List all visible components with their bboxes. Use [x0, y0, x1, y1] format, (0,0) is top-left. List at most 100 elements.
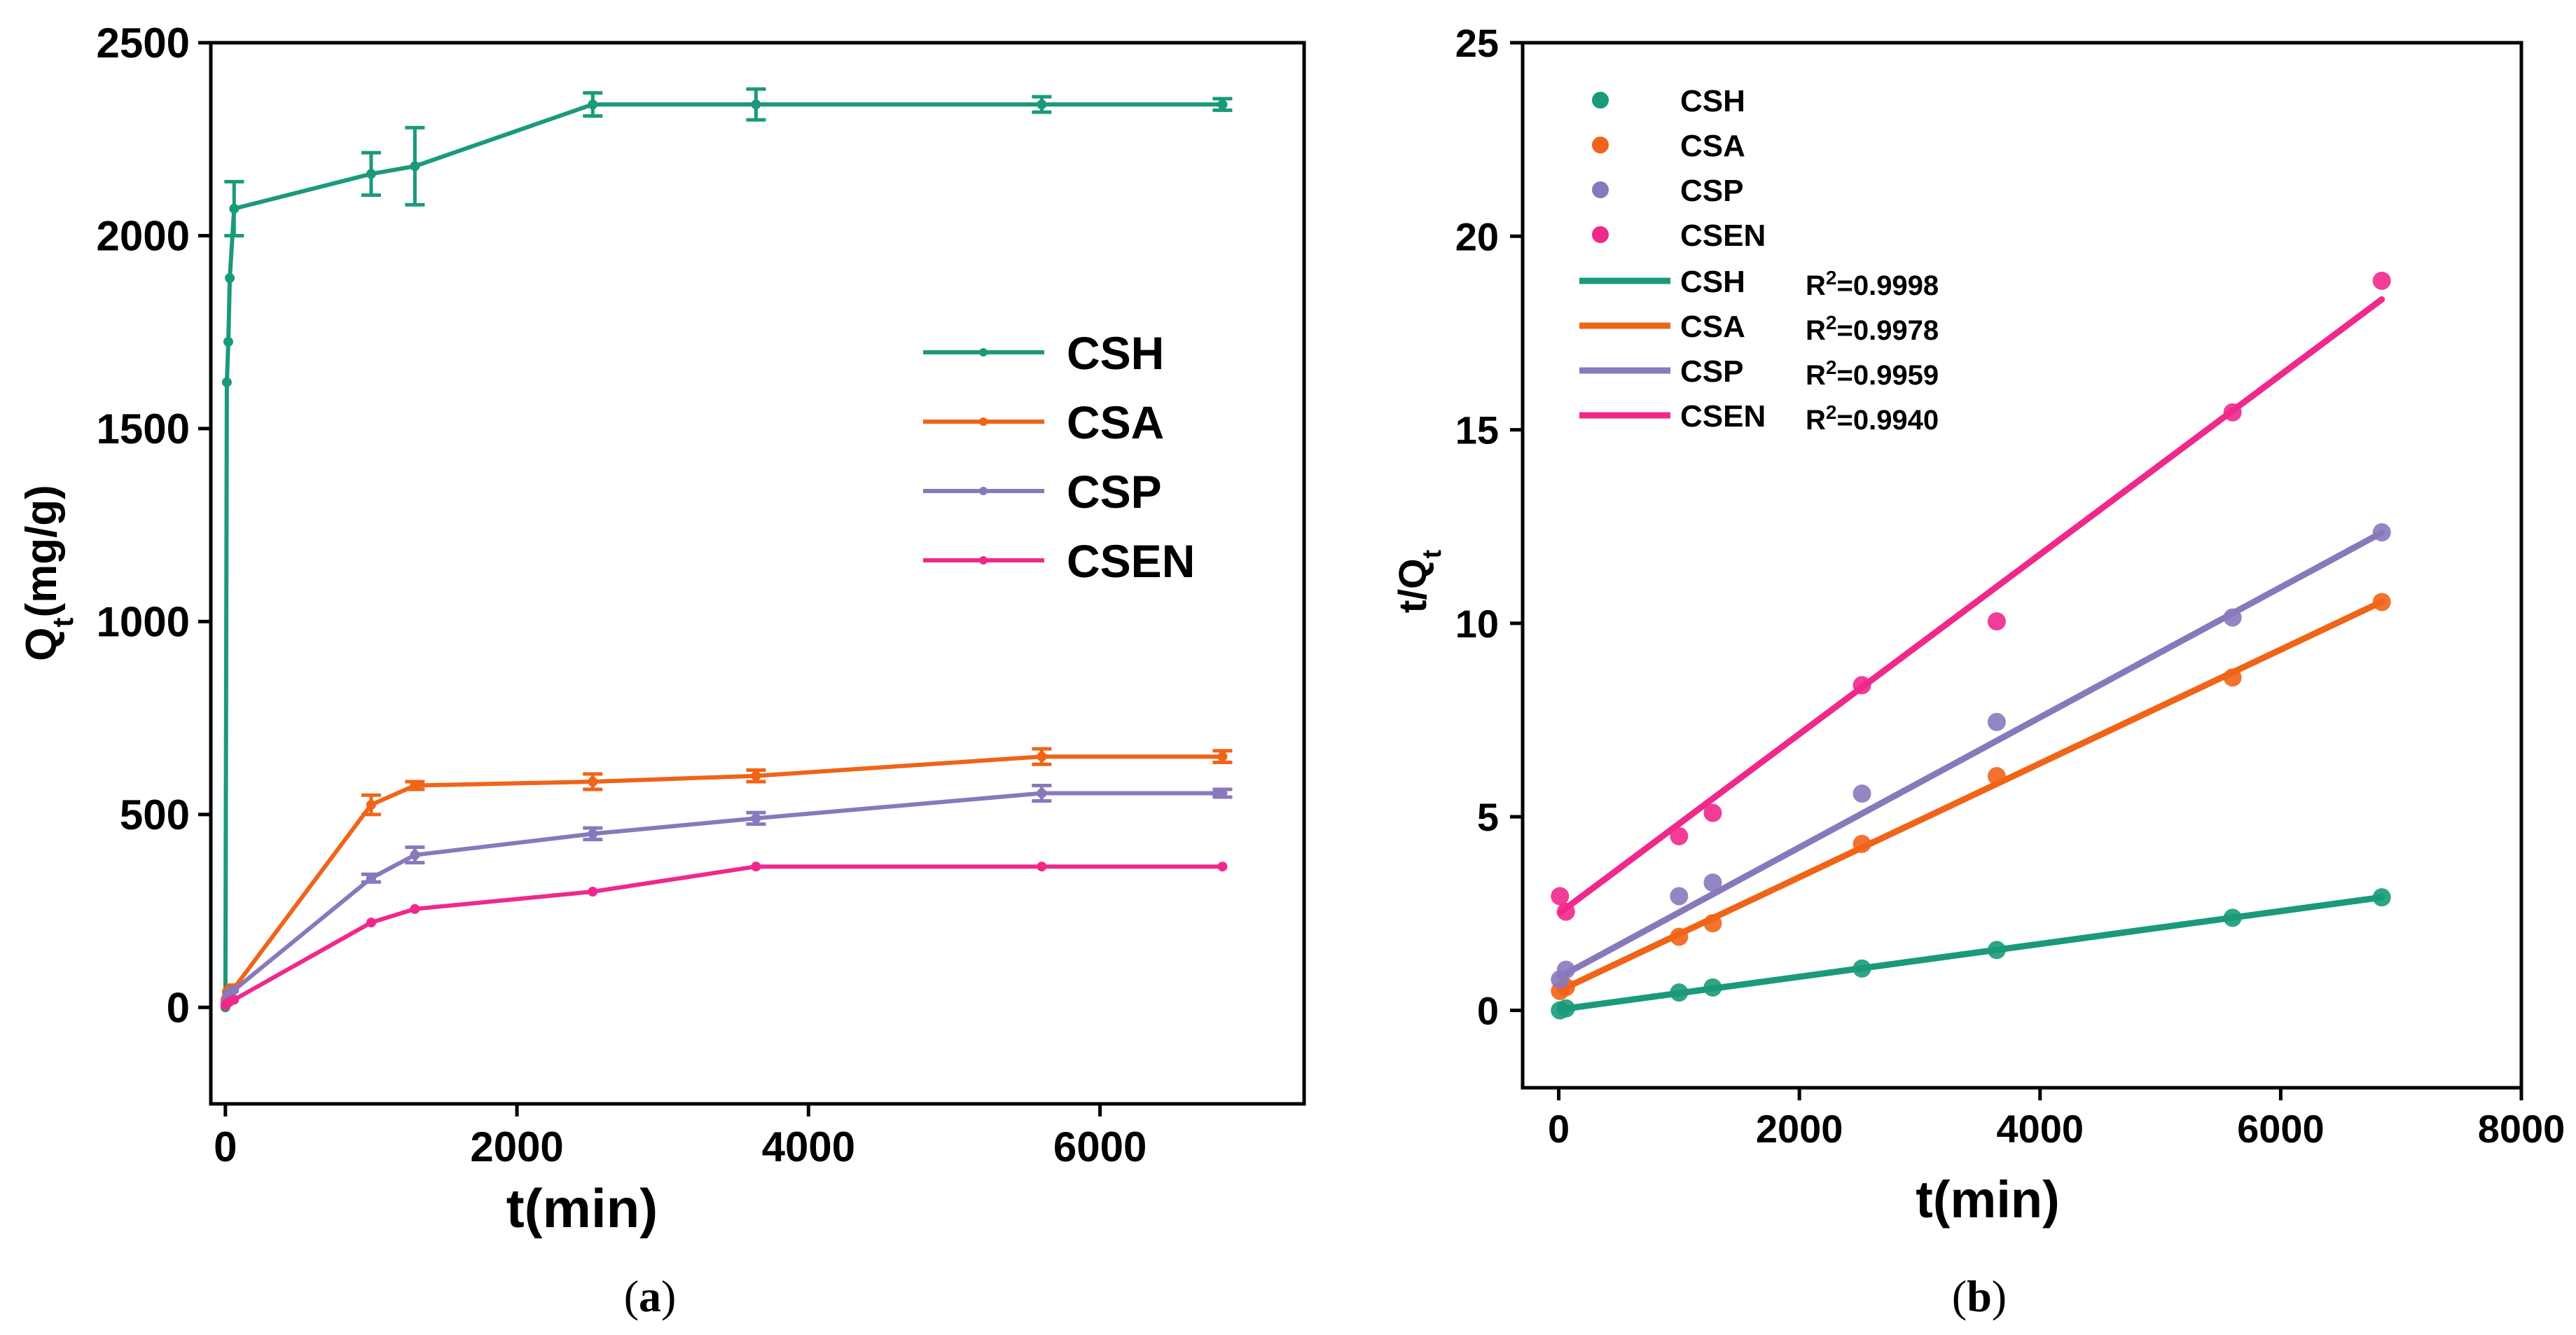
panel-b-data-point	[1987, 712, 2006, 731]
panel-b-data-point	[1703, 914, 1722, 933]
panel-b-data-point	[2223, 608, 2242, 627]
panel-a-data-point	[225, 273, 235, 284]
panel-b-y-axis-label: t/Qt	[1390, 549, 1447, 613]
panel-b-y-axis-label-sub: t	[1418, 549, 1447, 558]
panel-b-legend-marker	[1592, 92, 1609, 109]
panel-a-marks	[220, 87, 1233, 1013]
panel-a-caption: (a)	[624, 1271, 677, 1321]
panel-b-data-point	[1703, 803, 1722, 822]
panel-a-data-point	[229, 985, 240, 995]
panel-b-marks	[1551, 271, 2391, 1020]
panel-b-r2-value: =0.9998	[1836, 270, 1939, 301]
panel-b-y-tick-label: 15	[1455, 408, 1499, 452]
panel-b-data-point	[1853, 834, 1871, 853]
panel-b-legend-label: CSP	[1680, 174, 1743, 208]
panel-a-legend-marker	[979, 556, 988, 565]
panel-a-data-point	[1217, 99, 1228, 110]
panel-a-x-tick-label: 6000	[1053, 1123, 1147, 1170]
panel-b-r2-symbol: R	[1806, 315, 1826, 346]
panel-a-y-axis-label-suffix: (mg/g)	[18, 485, 66, 617]
panel-a-data-point	[1217, 788, 1228, 798]
panel-b-y-axis-label-main: t/Q	[1390, 558, 1434, 613]
panel-b-y-tick-label: 5	[1477, 795, 1499, 839]
panel-a-caption-letter: a	[639, 1271, 661, 1321]
panel-a-data-point	[1037, 99, 1047, 110]
panel-a-data-point	[588, 99, 598, 110]
panel-a-legend-item-csh: CSH	[923, 327, 1164, 379]
panel-b-data-point	[2372, 593, 2391, 611]
panel-b-r2-value: =0.9940	[1836, 405, 1939, 436]
panel-b-data-point	[1556, 902, 1575, 921]
panel-b-legend-label: CSH	[1680, 84, 1745, 118]
panel-b-fit-line	[1556, 296, 2385, 916]
panel-b-r2-value: =0.9978	[1836, 315, 1939, 346]
panel-b-y-tick-label: 20	[1455, 214, 1499, 258]
panel-b-legend-line-csh: CSH R2=0.9998	[1579, 265, 1939, 301]
panel-b-r2-symbol: R	[1806, 270, 1826, 301]
panel-b-legend-label: CSH	[1680, 265, 1745, 299]
panel-b-data-point	[2223, 668, 2242, 687]
panel-b-x-tick-label: 6000	[2237, 1107, 2325, 1151]
panel-a-y-axis-label-main: Q	[18, 628, 66, 661]
panel-a-data-point	[751, 770, 761, 781]
panel-a-data-point	[1037, 752, 1047, 762]
panel-b-r2-label: R2=0.9940	[1806, 401, 1939, 436]
panel-a-plot-frame	[209, 41, 1306, 1106]
panel-b-data-point	[1703, 873, 1722, 892]
panel-a-y-tick-label: 0	[167, 984, 190, 1031]
panel-b-legend-point-csp: CSP	[1592, 174, 1743, 208]
panel-b-r2-label: R2=0.9978	[1806, 312, 1939, 347]
panel-b-data-point	[1987, 612, 2006, 631]
panel-b-legend-label: CSP	[1680, 354, 1743, 389]
panel-b-data-point	[1670, 887, 1689, 906]
panel-b-data-point	[1703, 978, 1722, 997]
panel-b-data-point	[1670, 826, 1689, 845]
panel-a-legend: CSH CSA CSP CSEN	[923, 327, 1195, 587]
panel-b-data-point	[1556, 960, 1575, 979]
panel-a-y-axis-label-sub: t	[46, 618, 79, 628]
panel-a-legend-label: CSA	[1067, 396, 1164, 448]
panel-a-data-point	[366, 873, 376, 883]
panel-a-series-csh	[220, 87, 1233, 1013]
panel-a-legend-marker	[979, 348, 988, 357]
panel-b-plot-frame	[1521, 41, 2523, 1090]
panel-b-y-tick-label: 25	[1455, 21, 1499, 65]
panel-a-data-point	[1217, 752, 1228, 762]
panel-a-data-point	[588, 829, 598, 839]
panel-b-data-point	[1987, 941, 2006, 960]
panel-a-data-point	[588, 887, 598, 897]
panel-b-data-point	[2372, 888, 2391, 907]
panel-b-x-tick-label: 8000	[2478, 1107, 2565, 1151]
panel-b-data-point	[2223, 403, 2242, 422]
panel-b-chart: 0 2000 4000 6000 8000 0 5 10 15 20 25 CSH CSA CSP CSE…	[1390, 21, 2565, 1321]
panel-a-data-point	[751, 813, 761, 824]
panel-b-data-point	[2223, 908, 2242, 927]
panel-a-data-point	[221, 377, 232, 387]
panel-a-y-tick-label: 1000	[97, 598, 190, 645]
panel-b-legend-label: CSEN	[1680, 399, 1766, 434]
panel-b-series-csp	[1551, 523, 2391, 989]
panel-b-caption: (b)	[1952, 1271, 2007, 1321]
panel-a-y-axis-label: Qt(mg/g)	[18, 485, 79, 661]
panel-b-legend-label: CSA	[1680, 129, 1745, 163]
panel-a-data-point	[410, 850, 420, 860]
panel-a-data-point	[1037, 788, 1047, 798]
panel-b-data-point	[1853, 784, 1871, 803]
panel-a-chart: 0 2000 4000 6000 0 500 1000 1500 2000 2500 CSH CSA…	[18, 20, 1306, 1321]
panel-b-x-tick-label: 2000	[1756, 1107, 1843, 1151]
panel-b-r2-symbol: R	[1806, 405, 1826, 436]
panel-a-legend-item-csp: CSP	[923, 466, 1162, 518]
panel-b-r2-superscript: 2	[1826, 357, 1837, 378]
panel-a-legend-item-csen: CSEN	[923, 535, 1195, 587]
panel-b-legend-point-csen: CSEN	[1592, 219, 1766, 253]
panel-b-caption-letter: b	[1967, 1271, 1992, 1321]
panel-b-r2-label: R2=0.9998	[1806, 267, 1939, 302]
panel-a-data-point	[229, 995, 240, 1005]
panel-b-legend-label: CSEN	[1680, 219, 1766, 253]
panel-a-legend-label: CSEN	[1067, 535, 1195, 587]
panel-a-data-point	[751, 862, 761, 872]
panel-b-data-point	[1670, 927, 1689, 946]
